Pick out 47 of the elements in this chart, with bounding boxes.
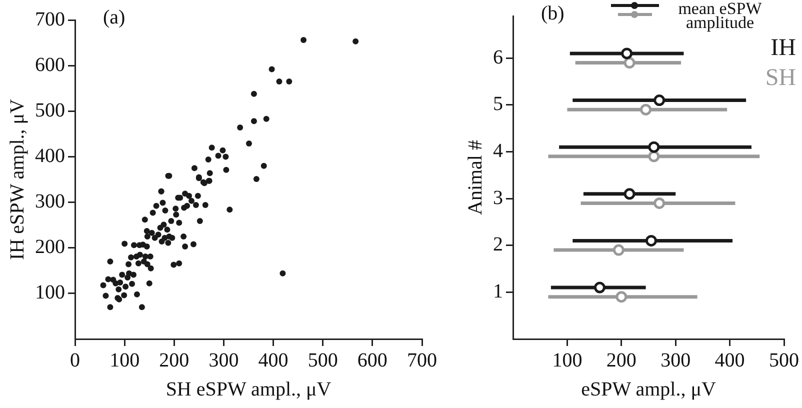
legend-title: mean eSPW amplitude — [677, 0, 763, 32]
y-tick-label: 500 — [35, 99, 65, 122]
point — [654, 197, 666, 209]
x-axis-title: SH eSPW ampl., μV — [166, 378, 332, 400]
point — [624, 57, 636, 69]
y-axis-title: Animal # — [464, 140, 486, 215]
y-tick-label: 1 — [493, 280, 503, 302]
point — [640, 104, 652, 116]
x-tick-label: 0 — [70, 349, 80, 372]
y-tick-label: 300 — [35, 190, 65, 213]
point — [648, 150, 660, 162]
y-tick-label: 600 — [35, 54, 65, 76]
x-tick-label: 300 — [660, 349, 691, 372]
x-tick-label: 600 — [357, 349, 388, 372]
x-tick-label: 500 — [769, 349, 799, 372]
y-tick-label: 200 — [35, 236, 65, 258]
y-tick-label: 4 — [493, 140, 503, 162]
y-tick-label: 700 — [35, 8, 65, 30]
point — [621, 48, 633, 60]
x-tick-label: 200 — [159, 349, 190, 372]
x-tick-label: 400 — [258, 349, 288, 372]
point — [616, 291, 628, 303]
x-tick-label: 400 — [714, 349, 745, 372]
y-tick-label: 6 — [493, 46, 503, 68]
annotation: (b) — [541, 2, 564, 24]
x-axis-title: eSPW ampl., μV — [581, 378, 716, 400]
y-tick-label: 100 — [35, 282, 65, 304]
x-tick-label: 500 — [308, 349, 338, 372]
point — [648, 141, 660, 153]
text: SH — [765, 65, 796, 91]
point — [654, 94, 666, 106]
y-tick-label: 2 — [493, 234, 503, 256]
point — [612, 244, 624, 256]
point — [645, 234, 657, 246]
annotation: (a) — [103, 6, 126, 28]
x-tick-label: 100 — [552, 349, 582, 372]
x-tick-label: 700 — [407, 349, 437, 372]
x-tick-label: 100 — [110, 349, 140, 372]
x-tick-label: 200 — [606, 349, 636, 372]
point — [594, 282, 606, 294]
y-tick-label: 400 — [35, 144, 65, 167]
y-tick-label: 3 — [493, 186, 503, 209]
text: IH — [770, 35, 796, 61]
y-axis-title: IH eSPW ampl., μV — [6, 98, 28, 260]
point — [624, 188, 636, 200]
x-tick-label: 300 — [208, 349, 239, 372]
y-tick-label: 5 — [493, 93, 503, 116]
